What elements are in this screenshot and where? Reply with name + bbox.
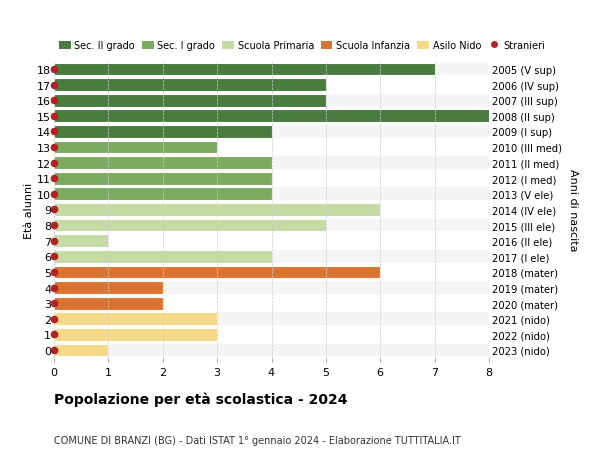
Bar	[54, 79, 326, 92]
Bar	[54, 95, 326, 107]
Legend: Sec. II grado, Sec. I grado, Scuola Primaria, Scuola Infanzia, Asilo Nido, Stran: Sec. II grado, Sec. I grado, Scuola Prim…	[59, 41, 545, 51]
Bar	[54, 79, 489, 92]
Bar	[54, 110, 489, 123]
Bar	[54, 141, 217, 154]
Bar	[54, 188, 271, 201]
Bar	[54, 173, 489, 185]
Bar	[54, 188, 489, 201]
Bar	[54, 281, 163, 294]
Bar	[54, 328, 217, 341]
Y-axis label: Anni di nascita: Anni di nascita	[568, 169, 578, 251]
Bar	[54, 173, 271, 185]
Bar	[54, 219, 489, 232]
Bar	[54, 63, 434, 76]
Bar	[54, 204, 380, 216]
Y-axis label: Età alunni: Età alunni	[25, 182, 34, 238]
Bar	[54, 266, 489, 279]
Bar	[54, 313, 489, 325]
Bar	[54, 266, 380, 279]
Bar	[54, 235, 109, 247]
Bar	[54, 95, 489, 107]
Bar	[54, 157, 271, 170]
Bar	[54, 204, 489, 216]
Bar	[54, 281, 489, 294]
Bar	[54, 63, 489, 76]
Bar	[54, 110, 489, 123]
Bar	[54, 157, 489, 170]
Bar	[54, 297, 489, 310]
Bar	[54, 235, 489, 247]
Text: COMUNE DI BRANZI (BG) - Dati ISTAT 1° gennaio 2024 - Elaborazione TUTTITALIA.IT: COMUNE DI BRANZI (BG) - Dati ISTAT 1° ge…	[54, 435, 461, 445]
Bar	[54, 126, 489, 139]
Bar	[54, 250, 271, 263]
Bar	[54, 313, 217, 325]
Text: Popolazione per età scolastica - 2024: Popolazione per età scolastica - 2024	[54, 392, 347, 406]
Bar	[54, 219, 326, 232]
Bar	[54, 141, 489, 154]
Bar	[54, 344, 489, 357]
Bar	[54, 344, 109, 357]
Bar	[54, 126, 271, 139]
Bar	[54, 297, 163, 310]
Bar	[54, 250, 489, 263]
Bar	[54, 328, 489, 341]
